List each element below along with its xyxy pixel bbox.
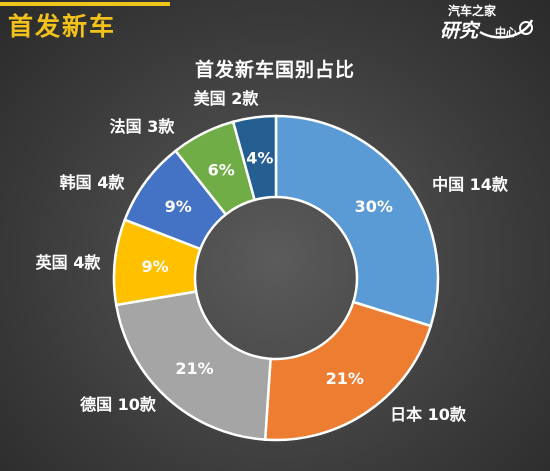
slice-category-label: 中国 14款 bbox=[432, 175, 509, 194]
slice-category-label: 英国 4款 bbox=[35, 253, 102, 272]
slice-percent-label: 9% bbox=[165, 197, 192, 216]
donut-slice-3 bbox=[114, 290, 272, 441]
slice-category-label: 日本 10款 bbox=[390, 405, 467, 424]
logo-text-main: 研究 bbox=[440, 20, 479, 42]
page-header: 首发新车 汽车之家 研究 中心 bbox=[0, 0, 550, 44]
slice-percent-label: 21% bbox=[326, 369, 364, 388]
slice-category-label: 美国 2款 bbox=[194, 89, 260, 108]
logo-swoosh-icon bbox=[479, 19, 534, 39]
chart-title: 首发新车国别占比 bbox=[194, 59, 355, 81]
slice-percent-label: 6% bbox=[208, 161, 235, 180]
slice-percent-label: 4% bbox=[246, 149, 273, 168]
header-accent-bar bbox=[0, 2, 170, 6]
slice-percent-label: 21% bbox=[175, 359, 213, 378]
brand-logo: 汽车之家 研究 中心 bbox=[440, 2, 544, 46]
donut-slice-7 bbox=[231, 114, 278, 202]
page-title: 首发新车 bbox=[8, 12, 117, 41]
slice-category-label: 法国 3款 bbox=[110, 117, 176, 136]
slice-percent-label: 30% bbox=[355, 197, 393, 216]
logo-text-top: 汽车之家 bbox=[448, 4, 497, 18]
donut-slice-2 bbox=[263, 300, 433, 442]
slice-category-label: 德国 10款 bbox=[80, 395, 157, 414]
logo-text-sub: 中心 bbox=[495, 26, 517, 39]
slice-percent-label: 9% bbox=[142, 257, 169, 276]
slice-category-label: 韩国 4款 bbox=[60, 173, 126, 192]
donut-slice-1 bbox=[274, 114, 440, 328]
